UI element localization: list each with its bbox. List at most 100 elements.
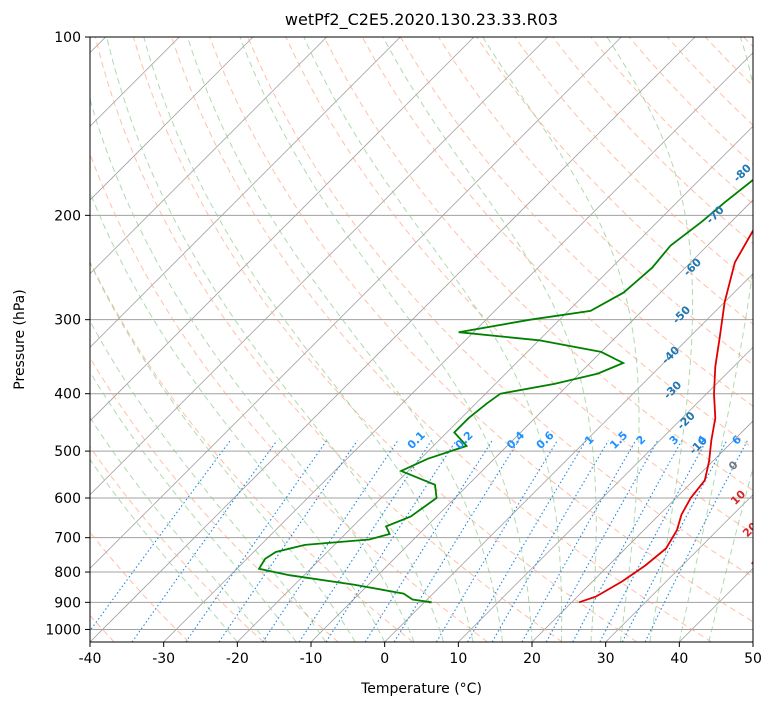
x-tick-label: 20 [523, 651, 541, 667]
moist-adiabat [382, 37, 597, 642]
mixing-ratio-line [644, 440, 748, 642]
y-tick-label: 800 [54, 565, 81, 581]
dry-adiabat [666, 37, 753, 126]
y-tick-label: 900 [54, 595, 81, 611]
mixing-ratio-label: 0.1 [405, 429, 428, 452]
moist-adiabat-label: 0 [726, 458, 741, 473]
isotherm [605, 494, 753, 642]
isotherm [752, 641, 753, 642]
dry-adiabat [90, 356, 339, 642]
moist-adiabat [187, 37, 503, 642]
isotherm [458, 346, 753, 642]
moist-adiabat [90, 370, 297, 642]
moist-adiabat-label: 30 [749, 552, 769, 572]
dry-adiabat [132, 37, 638, 642]
isotherm [90, 37, 696, 642]
y-tick-label: 700 [54, 531, 81, 547]
mixing-ratio-line [325, 440, 457, 642]
moist-adiabat [606, 37, 694, 642]
moist-adiabat [106, 37, 445, 642]
isotherm [90, 37, 401, 348]
mixing-ratio-line [298, 440, 432, 642]
mixing-ratio-label: 3 [667, 433, 682, 448]
dry-adiabat [514, 37, 753, 285]
mixing-ratio-line [572, 440, 683, 642]
mixing-ratio-line [131, 440, 278, 642]
dry-adiabat [90, 260, 414, 642]
isotherm [163, 52, 753, 642]
dry-adiabat [90, 531, 190, 642]
mixing-ratio-line [364, 440, 493, 642]
isotherm [90, 37, 254, 201]
moist-adiabat [303, 37, 563, 642]
moist-adiabat [90, 97, 415, 642]
dewpoint-line [257, 178, 753, 604]
temperature-line [578, 228, 753, 604]
y-axis-label: Pressure (hPa) [12, 289, 28, 389]
x-tick-label: -20 [226, 651, 249, 667]
isotherm [90, 37, 548, 496]
y-tick-label: 200 [54, 208, 81, 224]
dry-adiabat [590, 37, 753, 205]
mixing-ratio-line [393, 440, 520, 642]
dry-adiabat [247, 37, 753, 578]
moist-adiabat [90, 190, 386, 642]
y-tick-label: 400 [54, 387, 81, 403]
mixing-ratio-line [90, 440, 231, 632]
moist-adiabat [90, 458, 238, 642]
moist-adiabat [678, 37, 753, 642]
dry-adiabat [743, 37, 753, 48]
y-tick-label: 1000 [45, 622, 81, 638]
y-tick-label: 600 [54, 491, 81, 507]
moist-adiabat [239, 37, 533, 642]
dry-adiabat [476, 37, 753, 325]
mixing-ratio-label: 8 [755, 433, 770, 448]
mixing-ratio-line [599, 440, 707, 642]
mixing-ratio-label: 0.4 [504, 429, 527, 452]
dry-adiabat-label: -90 [759, 111, 775, 134]
moist-adiabat [482, 37, 640, 642]
mixing-ratio-line [545, 440, 659, 642]
isotherm [310, 199, 753, 642]
x-axis-label: Temperature (°C) [360, 681, 482, 697]
mixing-ratio-line [491, 440, 609, 642]
moist-adiabat [90, 416, 268, 642]
dry-adiabat [704, 37, 753, 87]
moist-adiabat [143, 37, 474, 642]
isotherm [90, 37, 327, 275]
x-tick-label: 50 [744, 651, 762, 667]
moist-adiabat [708, 465, 753, 642]
dry-adiabat [323, 37, 753, 491]
moist-adiabat-label: 20 [740, 520, 760, 540]
mixing-ratio-label: 0.2 [453, 429, 476, 452]
x-tick-label: -30 [152, 651, 175, 667]
x-tick-label: -40 [79, 651, 102, 667]
mixing-ratio-label: 1 [582, 433, 597, 448]
dry-adiabat [90, 446, 264, 642]
y-tick-label: 300 [54, 313, 81, 329]
isotherm [90, 37, 622, 569]
y-tick-label: 500 [54, 444, 81, 460]
background-lines [90, 37, 753, 642]
mixing-ratio-line [218, 440, 358, 642]
isotherm [531, 420, 753, 642]
dry-adiabat [171, 37, 712, 642]
moist-adiabat [90, 320, 327, 642]
mixing-ratio-label: 1.5 [607, 429, 630, 452]
dry-adiabat [285, 37, 753, 535]
chart-title: wetPf2_C2E5.2020.130.23.33.R03 [285, 10, 558, 30]
moist-adiabat [90, 261, 356, 642]
mixing-ratio-label: 2 [634, 433, 649, 448]
y-axis: 100 200 300 400 500 600 700 800 900 1000 [45, 30, 90, 638]
dry-adiabat-label: -40 [659, 343, 682, 366]
dry-adiabat-label: -60 [681, 255, 704, 278]
y-tick-label: 100 [54, 30, 81, 46]
plot-frame [89, 36, 754, 643]
mixing-ratio-line [467, 440, 587, 642]
isotherm [679, 567, 753, 642]
mixing-ratio-line [435, 440, 558, 642]
x-tick-label: 30 [597, 651, 615, 667]
dry-adiabat [90, 152, 488, 642]
moist-adiabat-label: 10 [728, 487, 748, 507]
x-tick-label: 10 [449, 651, 467, 667]
